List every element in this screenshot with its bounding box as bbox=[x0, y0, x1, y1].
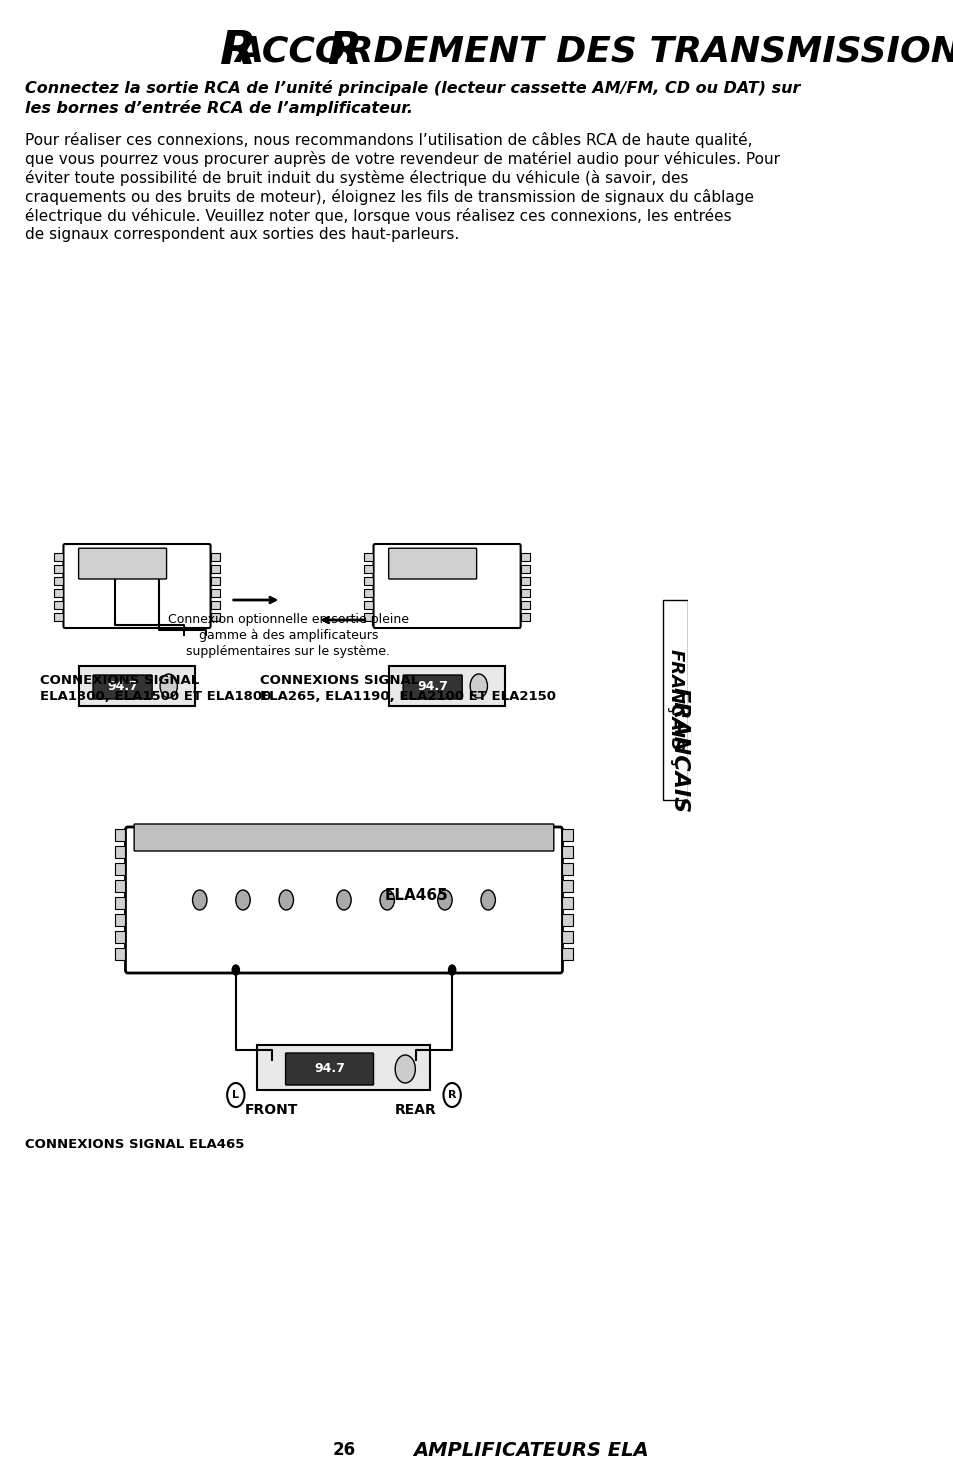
Text: gamme à des amplificateurs: gamme à des amplificateurs bbox=[198, 630, 377, 643]
Circle shape bbox=[379, 889, 394, 910]
Text: FRANÇAIS: FRANÇAIS bbox=[666, 649, 684, 751]
Bar bbox=[520, 565, 530, 572]
Text: éviter toute possibilité de bruit induit du système électrique du véhicule (à sa: éviter toute possibilité de bruit induit… bbox=[25, 170, 688, 186]
Bar bbox=[562, 931, 573, 943]
Circle shape bbox=[448, 965, 456, 975]
Circle shape bbox=[235, 889, 250, 910]
Bar bbox=[364, 614, 373, 621]
FancyBboxPatch shape bbox=[257, 1044, 430, 1090]
Circle shape bbox=[279, 889, 294, 910]
Bar bbox=[54, 600, 63, 609]
Bar bbox=[562, 863, 573, 875]
FancyBboxPatch shape bbox=[64, 544, 211, 628]
Circle shape bbox=[193, 889, 207, 910]
Bar bbox=[114, 881, 126, 892]
Text: AMPLIFICATEURS ELA: AMPLIFICATEURS ELA bbox=[413, 1441, 648, 1459]
Text: ELA1300, ELA1500 ET ELA1800: ELA1300, ELA1500 ET ELA1800 bbox=[40, 689, 271, 702]
Text: de signaux correspondent aux sorties des haut-parleurs.: de signaux correspondent aux sorties des… bbox=[25, 227, 459, 242]
Bar bbox=[562, 948, 573, 960]
Text: que vous pourrez vous procurer auprès de votre revendeur de matériel audio pour : que vous pourrez vous procurer auprès de… bbox=[25, 150, 780, 167]
Bar bbox=[562, 914, 573, 926]
Bar bbox=[114, 863, 126, 875]
FancyBboxPatch shape bbox=[78, 549, 167, 580]
Bar bbox=[54, 553, 63, 560]
FancyBboxPatch shape bbox=[389, 667, 504, 707]
Text: supplémentaires sur le système.: supplémentaires sur le système. bbox=[186, 646, 390, 658]
Bar bbox=[520, 600, 530, 609]
Text: R: R bbox=[327, 31, 360, 74]
Bar bbox=[211, 600, 220, 609]
Circle shape bbox=[395, 1055, 415, 1083]
FancyBboxPatch shape bbox=[134, 825, 554, 851]
Circle shape bbox=[480, 889, 495, 910]
Bar bbox=[562, 847, 573, 858]
FancyBboxPatch shape bbox=[388, 549, 476, 580]
Text: 94.7: 94.7 bbox=[107, 680, 138, 693]
Bar bbox=[562, 897, 573, 909]
Text: électrique du véhicule. Veuillez noter que, lorsque vous réalisez ces connexions: électrique du véhicule. Veuillez noter q… bbox=[25, 208, 731, 224]
Bar bbox=[54, 589, 63, 597]
Bar bbox=[114, 931, 126, 943]
Bar bbox=[662, 600, 687, 799]
Bar bbox=[364, 553, 373, 560]
Text: les bornes d’entrée RCA de l’amplificateur.: les bornes d’entrée RCA de l’amplificate… bbox=[25, 100, 413, 117]
Bar bbox=[364, 565, 373, 572]
Bar bbox=[364, 600, 373, 609]
Bar bbox=[211, 565, 220, 572]
Text: 94.7: 94.7 bbox=[314, 1062, 345, 1075]
Bar bbox=[54, 614, 63, 621]
FancyBboxPatch shape bbox=[403, 676, 462, 699]
Circle shape bbox=[232, 965, 239, 975]
FancyBboxPatch shape bbox=[126, 827, 562, 974]
FancyBboxPatch shape bbox=[79, 667, 194, 707]
Bar bbox=[364, 589, 373, 597]
Bar bbox=[520, 553, 530, 560]
Circle shape bbox=[437, 889, 452, 910]
Text: REAR: REAR bbox=[395, 1103, 436, 1117]
Circle shape bbox=[160, 674, 177, 698]
Text: craquements ou des bruits de moteur), éloignez les fils de transmission de signa: craquements ou des bruits de moteur), él… bbox=[25, 189, 754, 205]
Text: R: R bbox=[447, 1090, 456, 1100]
Bar bbox=[114, 897, 126, 909]
Text: CONNEXIONS SIGNAL: CONNEXIONS SIGNAL bbox=[259, 674, 418, 686]
Text: FRONT: FRONT bbox=[245, 1103, 298, 1117]
Circle shape bbox=[443, 1083, 460, 1108]
Bar bbox=[114, 914, 126, 926]
Bar bbox=[364, 577, 373, 586]
Text: R: R bbox=[220, 30, 256, 75]
Bar bbox=[211, 553, 220, 560]
Text: L: L bbox=[232, 1090, 239, 1100]
Bar bbox=[520, 614, 530, 621]
Text: CONNEXIONS SIGNAL ELA465: CONNEXIONS SIGNAL ELA465 bbox=[25, 1139, 244, 1152]
Bar bbox=[562, 829, 573, 841]
Bar bbox=[54, 565, 63, 572]
Bar bbox=[520, 577, 530, 586]
FancyBboxPatch shape bbox=[93, 676, 152, 699]
Bar bbox=[562, 881, 573, 892]
Bar bbox=[211, 577, 220, 586]
Bar bbox=[211, 614, 220, 621]
Text: ELA265, ELA1190, ELA2100 ET ELA2150: ELA265, ELA1190, ELA2100 ET ELA2150 bbox=[259, 689, 555, 702]
Bar bbox=[114, 948, 126, 960]
Text: CONNEXIONS SIGNAL: CONNEXIONS SIGNAL bbox=[40, 674, 199, 686]
Text: ELA465: ELA465 bbox=[384, 888, 448, 903]
Bar bbox=[54, 577, 63, 586]
FancyBboxPatch shape bbox=[285, 1053, 374, 1086]
Text: Connexion optionnelle en sortie pleine: Connexion optionnelle en sortie pleine bbox=[168, 614, 409, 627]
Text: ACCORDEMENT DES TRANSMISSIONS: ACCORDEMENT DES TRANSMISSIONS bbox=[235, 35, 953, 69]
Bar bbox=[114, 829, 126, 841]
Bar bbox=[211, 589, 220, 597]
Text: 26: 26 bbox=[332, 1441, 355, 1459]
Circle shape bbox=[336, 889, 351, 910]
FancyBboxPatch shape bbox=[374, 544, 520, 628]
Bar bbox=[520, 589, 530, 597]
Circle shape bbox=[470, 674, 487, 698]
Text: 94.7: 94.7 bbox=[416, 680, 448, 693]
Text: FRANÇAIS: FRANÇAIS bbox=[669, 687, 689, 813]
Text: Pour réaliser ces connexions, nous recommandons l’utilisation de câbles RCA de h: Pour réaliser ces connexions, nous recom… bbox=[25, 131, 752, 148]
Bar bbox=[114, 847, 126, 858]
Text: Connectez la sortie RCA de l’unité principale (lecteur cassette AM/FM, CD ou DAT: Connectez la sortie RCA de l’unité princ… bbox=[25, 80, 800, 96]
Circle shape bbox=[227, 1083, 244, 1108]
